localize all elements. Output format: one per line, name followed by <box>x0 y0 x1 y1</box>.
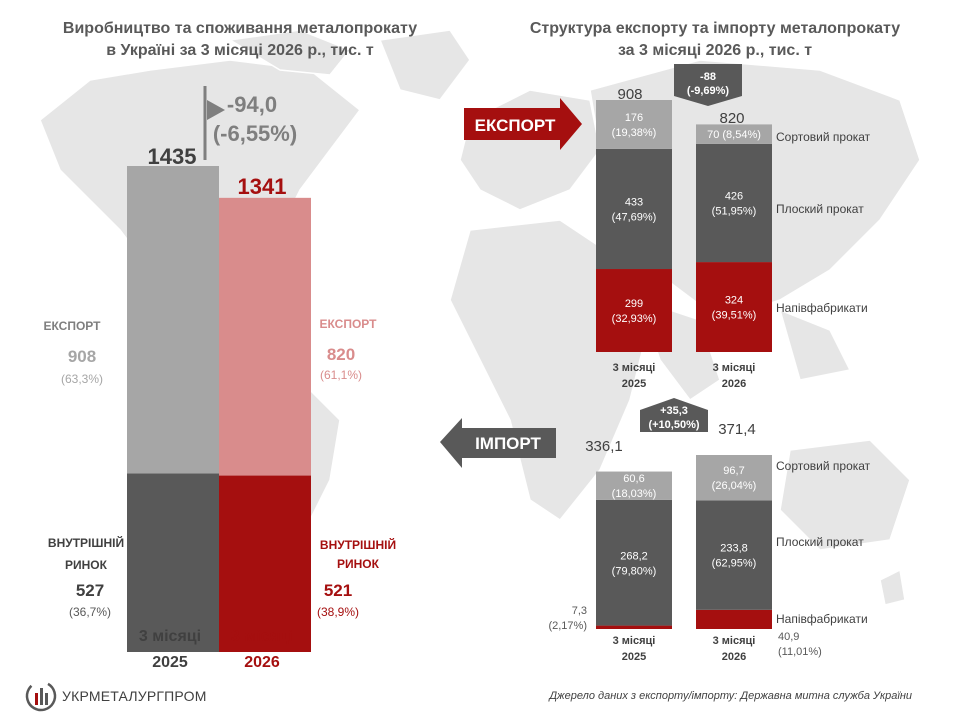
import-label-2-0: 60,6 (18,03%) <box>612 473 657 500</box>
export-x-2025-b: 2025 <box>622 378 646 390</box>
import-label-0-0: 7,3 (2,17%) <box>548 605 587 632</box>
export-label-2-1: 70 (8,54%) <box>707 129 761 141</box>
logo-icon <box>25 680 57 712</box>
export-label-2026: ЕКСПОРТ <box>320 317 378 331</box>
import-total-2026: 371,4 <box>718 421 756 438</box>
import-label-1-1: 233,8 (62,95%) <box>712 543 757 570</box>
import-label-2-1: 96,7 (26,04%) <box>712 465 757 492</box>
domestic-label-2026: ВНУТРІШНІЙ РИНОК <box>320 537 396 571</box>
export-label-1-1: 426 (51,95%) <box>712 190 757 217</box>
import-bar-Плоский прокат-2026 <box>696 500 772 610</box>
source-note: Джерело даних з експорту/імпорту: Держав… <box>549 690 912 702</box>
import-bar-Напівфабрикати-2026 <box>696 609 772 629</box>
export-bar-Напівфабрикати-2026 <box>696 262 772 352</box>
change-value: -94,0 <box>227 92 277 117</box>
domestic-share-2025: (36,7%) <box>69 605 111 619</box>
export-legend-long: Сортовий прокат <box>776 130 871 144</box>
export-total-2025: 908 <box>617 86 642 103</box>
export-total-2026: 820 <box>719 110 744 127</box>
import-label-0-1: 40,9 (11,01%) <box>778 631 822 658</box>
export-share-2025: (63,3%) <box>61 372 103 386</box>
import-legend-flat: Плоский прокат <box>776 535 864 549</box>
export-share-2026: (61,1%) <box>320 368 362 382</box>
export-label-0-1: 324 (39,51%) <box>712 295 757 322</box>
export-bar-Сортовий прокат-2026 <box>696 124 772 144</box>
export-label-2025: ЕКСПОРТ <box>44 319 102 333</box>
x-tick-2026-a: 3 місяці <box>231 628 293 645</box>
domestic-share-2026: (38,9%) <box>317 605 359 619</box>
import-x-2026-b: 2026 <box>722 651 746 663</box>
domestic-label-2025: ВНУТРІШНІЙ РИНОК <box>48 535 124 572</box>
import-bar-Сортовий прокат-2026 <box>696 455 772 501</box>
export-label-2-0: 176 (19,38%) <box>612 112 657 139</box>
export-x-2026-a: 3 місяці <box>713 362 756 374</box>
bar-domestic-2025 <box>127 473 219 652</box>
change-marker-arrow <box>207 100 225 120</box>
export-bar-Плоский прокат-2025 <box>596 148 672 270</box>
export-change-percent: (-9,69%) <box>687 85 730 97</box>
import-change-percent: (+10,50%) <box>648 419 699 431</box>
import-bar-Напівфабрикати-2025 <box>596 625 672 629</box>
domestic-value-2025: 527 <box>76 581 104 600</box>
export-label-1-0: 433 (47,69%) <box>612 196 657 223</box>
domestic-value-2026: 521 <box>324 581 352 600</box>
import-bar-Плоский прокат-2025 <box>596 499 672 626</box>
export-badge-arrow <box>464 98 582 150</box>
total-label-2025: 1435 <box>148 144 197 169</box>
export-bar-Напівфабрикати-2025 <box>596 269 672 352</box>
import-legend-long: Сортовий прокат <box>776 459 871 473</box>
left-chart-title: Виробництво та споживання металопрокату … <box>62 20 418 59</box>
export-value-2026: 820 <box>327 345 355 364</box>
bar-export-2025 <box>127 166 219 474</box>
change-percent: (-6,55%) <box>213 121 297 146</box>
right-chart-title: Структура експорту та імпорту металопрок… <box>529 20 901 59</box>
total-label-2026: 1341 <box>238 174 287 199</box>
bar-domestic-2026 <box>219 475 311 652</box>
import-legend-semi: Напівфабрикати <box>776 612 868 626</box>
import-badge-arrow <box>440 418 556 468</box>
import-bar-Сортовий прокат-2025 <box>596 471 672 500</box>
import-x-2025-b: 2025 <box>622 651 646 663</box>
export-change-box <box>674 64 742 106</box>
export-badge-label: ЕКСПОРТ <box>475 116 556 135</box>
bar-export-2026 <box>219 197 311 476</box>
export-bar-Сортовий прокат-2025 <box>596 100 672 149</box>
x-tick-2026-b: 2026 <box>244 654 280 671</box>
export-x-2026-b: 2026 <box>722 378 746 390</box>
x-tick-2025-b: 2025 <box>152 654 188 671</box>
export-legend-flat: Плоский прокат <box>776 202 864 216</box>
import-x-2026-a: 3 місяці <box>713 635 756 647</box>
import-label-1-0: 268,2 (79,80%) <box>612 550 657 577</box>
import-badge-label: ІМПОРТ <box>475 434 541 453</box>
x-tick-2025-a: 3 місяці <box>139 628 201 645</box>
import-change-value: +35,3 <box>660 405 688 417</box>
export-x-2025-a: 3 місяці <box>613 362 656 374</box>
import-change-box <box>640 398 708 432</box>
export-label-0-0: 299 (32,93%) <box>612 298 657 325</box>
import-x-2025-a: 3 місяці <box>613 635 656 647</box>
logo-text: УКРМЕТАЛУРГПРОМ <box>62 688 207 704</box>
export-value-2025: 908 <box>68 347 96 366</box>
export-legend-semi: Напівфабрикати <box>776 301 868 315</box>
export-bar-Плоский прокат-2026 <box>696 143 772 263</box>
export-change-value: -88 <box>700 71 716 83</box>
import-total-2025: 336,1 <box>585 438 623 455</box>
